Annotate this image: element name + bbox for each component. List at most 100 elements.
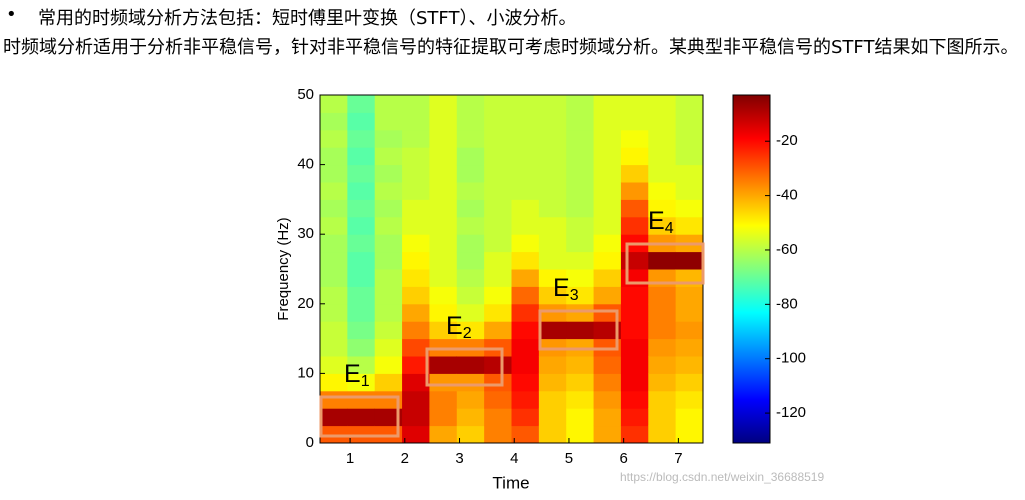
heatmap-cell bbox=[593, 147, 622, 166]
heatmap-cell bbox=[484, 147, 512, 166]
heatmap-cell bbox=[402, 303, 430, 322]
heatmap-cell bbox=[320, 303, 348, 322]
heatmap-cell bbox=[593, 129, 622, 148]
heatmap-cell bbox=[538, 95, 567, 113]
heatmap-cell bbox=[320, 199, 348, 218]
heatmap-cell bbox=[620, 182, 649, 200]
y-tick-label: 50 bbox=[297, 86, 314, 103]
heatmap-cell bbox=[456, 408, 485, 427]
heatmap-cell bbox=[374, 338, 403, 357]
heatmap-cell bbox=[320, 216, 348, 235]
heatmap-cell bbox=[511, 251, 540, 270]
heatmap-cell bbox=[374, 147, 403, 166]
heatmap-cell bbox=[347, 286, 376, 305]
heatmap-cell bbox=[593, 251, 622, 270]
colorbar-tick-label: -100 bbox=[776, 350, 806, 367]
heatmap-cell bbox=[402, 356, 430, 374]
heatmap-cell bbox=[620, 321, 649, 340]
heatmap-cell bbox=[347, 251, 376, 270]
heatmap-cell bbox=[538, 390, 567, 409]
heatmap-cell bbox=[620, 129, 649, 148]
heatmap-cell bbox=[511, 182, 540, 200]
annotation-letter: E bbox=[344, 360, 361, 388]
annotation-index: 1 bbox=[361, 373, 370, 390]
heatmap-cell bbox=[620, 147, 649, 166]
heatmap-cell bbox=[538, 216, 567, 235]
heatmap-cell bbox=[347, 408, 376, 427]
heatmap-cell bbox=[620, 408, 649, 427]
heatmap-cell bbox=[347, 112, 376, 131]
heatmap-cell bbox=[648, 182, 677, 200]
heatmap-cell bbox=[511, 199, 540, 218]
heatmap-cell bbox=[511, 425, 540, 444]
heatmap-cell bbox=[593, 95, 622, 113]
heatmap-cell bbox=[675, 216, 704, 235]
x-tick-label: 1 bbox=[346, 450, 354, 467]
heatmap-cell bbox=[648, 129, 677, 148]
heatmap-cell bbox=[484, 234, 512, 253]
heatmap-cell bbox=[648, 390, 677, 409]
heatmap-cell bbox=[347, 303, 376, 322]
heatmap-cell bbox=[620, 390, 649, 409]
heatmap-cell bbox=[648, 95, 677, 113]
heatmap-cell bbox=[456, 303, 485, 322]
heatmap-cell bbox=[566, 303, 595, 322]
annotation-label: E2 bbox=[446, 312, 472, 343]
heatmap-cell bbox=[374, 95, 403, 113]
heatmap-cell bbox=[538, 269, 567, 287]
heatmap-cell bbox=[593, 390, 622, 409]
heatmap-cell bbox=[347, 321, 376, 340]
heatmap-cell bbox=[593, 408, 622, 427]
heatmap-cell bbox=[347, 164, 376, 183]
heatmap-cell bbox=[648, 251, 677, 270]
heatmap-cell bbox=[593, 356, 622, 374]
heatmap-cell bbox=[648, 356, 677, 374]
heatmap-cell bbox=[374, 321, 403, 340]
heatmap-cell bbox=[620, 199, 649, 218]
heatmap-cell bbox=[429, 373, 458, 392]
heatmap-cell bbox=[511, 356, 540, 374]
heatmap-cell bbox=[320, 408, 348, 427]
y-axis-label: Frequency (Hz) bbox=[275, 217, 292, 320]
heatmap-cell bbox=[566, 147, 595, 166]
heatmap-cell bbox=[374, 129, 403, 148]
heatmap-cell bbox=[675, 164, 704, 183]
colorbar-tick-label: -80 bbox=[776, 295, 798, 312]
heatmap-cell bbox=[402, 408, 430, 427]
annotation-label: E1 bbox=[344, 360, 370, 391]
bullet: • bbox=[6, 4, 17, 25]
colorbar-tick-label: -40 bbox=[776, 187, 798, 204]
heatmap-cell bbox=[675, 129, 704, 148]
heatmap-cell bbox=[402, 321, 430, 340]
heatmap-cell bbox=[347, 234, 376, 253]
heatmap-cell bbox=[620, 251, 649, 270]
heatmap-cell bbox=[675, 321, 704, 340]
heatmap-cell bbox=[648, 425, 677, 444]
heatmap-cell bbox=[456, 425, 485, 444]
heatmap-cell bbox=[347, 129, 376, 148]
x-tick-label: 3 bbox=[455, 450, 463, 467]
heatmap-cell bbox=[429, 216, 458, 235]
annotation-label: E4 bbox=[648, 207, 674, 238]
heatmap-cell bbox=[429, 303, 458, 322]
heatmap-cell bbox=[511, 338, 540, 357]
heatmap-cell bbox=[347, 182, 376, 200]
annotation-boxes bbox=[319, 242, 705, 438]
heatmap-cell bbox=[620, 164, 649, 183]
heatmap-cell bbox=[511, 112, 540, 131]
colorbar bbox=[732, 94, 771, 444]
heatmap-cell bbox=[593, 182, 622, 200]
y-tick-label: 0 bbox=[306, 434, 314, 451]
heatmap-cell bbox=[648, 199, 677, 218]
heatmap-cell bbox=[320, 269, 348, 287]
heatmap-cell bbox=[675, 425, 704, 444]
heatmap-cell bbox=[456, 321, 485, 340]
heatmap-cell bbox=[402, 373, 430, 392]
heatmap-cell bbox=[456, 390, 485, 409]
heatmap-cell bbox=[620, 373, 649, 392]
heatmap-cell bbox=[566, 286, 595, 305]
heatmap-cell bbox=[320, 356, 348, 374]
heatmap-cell bbox=[484, 164, 512, 183]
heatmap-cell bbox=[374, 356, 403, 374]
